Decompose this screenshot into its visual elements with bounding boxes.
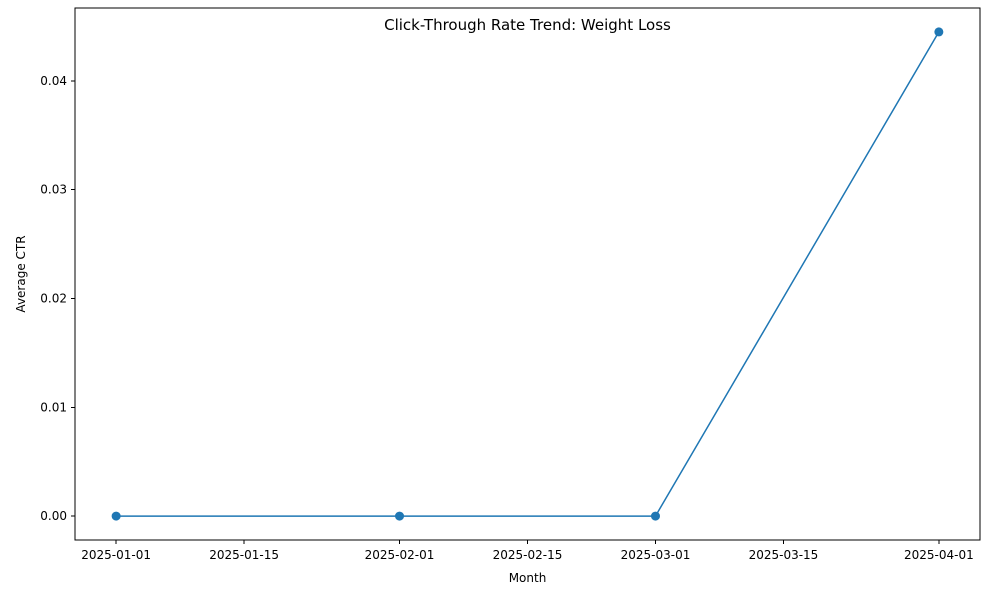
- y-tick-label: 0.03: [40, 183, 67, 197]
- x-tick-label: 2025-04-01: [904, 548, 974, 562]
- data-point: [650, 511, 660, 521]
- x-tick-label: 2025-01-01: [81, 548, 151, 562]
- x-tick-label: 2025-03-15: [749, 548, 819, 562]
- x-axis-title: Month: [509, 571, 547, 585]
- series-layer: [111, 27, 944, 521]
- x-axis: 2025-01-01 2025-01-15 2025-02-01 2025-02-15…: [81, 540, 974, 562]
- y-axis-title: Average CTR: [14, 235, 28, 312]
- data-point: [111, 511, 121, 521]
- x-tick-label: 2025-02-01: [365, 548, 435, 562]
- x-tick-label: 2025-02-15: [493, 548, 563, 562]
- chart-title: Click-Through Rate Trend: Weight Loss: [384, 16, 671, 34]
- y-tick-label: 0.04: [40, 74, 67, 88]
- y-tick-label: 0.02: [40, 291, 67, 305]
- x-tick-label: 2025-03-01: [621, 548, 691, 562]
- data-point: [934, 27, 944, 37]
- data-point: [395, 511, 405, 521]
- y-tick-label: 0.00: [40, 509, 67, 523]
- y-tick-label: 0.01: [40, 400, 67, 414]
- y-axis: 0.00 0.01 0.02 0.03 0.04: [40, 74, 75, 523]
- x-tick-label: 2025-01-15: [209, 548, 279, 562]
- series-line: [115, 31, 940, 517]
- plot-frame: [74, 7, 981, 541]
